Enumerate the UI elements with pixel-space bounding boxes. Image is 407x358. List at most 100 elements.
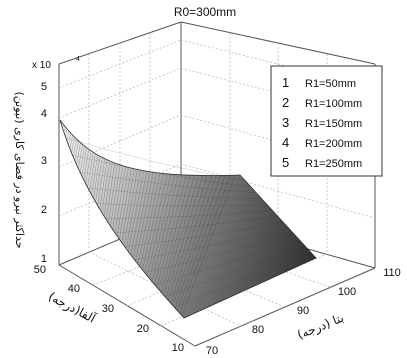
y-tick-label: 10 bbox=[172, 342, 184, 354]
y-tick-label: 30 bbox=[102, 303, 114, 315]
mesh-line bbox=[121, 168, 135, 243]
mesh-line bbox=[139, 173, 161, 268]
surface-shade bbox=[60, 120, 316, 318]
mesh-line bbox=[103, 161, 113, 217]
mesh-line bbox=[135, 172, 154, 262]
legend-entry: 4 R1=200mm bbox=[282, 135, 362, 150]
mesh-line bbox=[107, 163, 118, 223]
floor-front-left bbox=[58, 264, 196, 347]
mesh-line bbox=[112, 165, 124, 230]
mesh-line bbox=[132, 171, 151, 259]
mesh-line bbox=[71, 137, 75, 153]
x-tick-label: 110 bbox=[383, 267, 401, 279]
mesh-line bbox=[177, 175, 226, 311]
legend-entry: 2 R1=100mm bbox=[282, 95, 362, 110]
mesh-line bbox=[83, 149, 90, 181]
mesh-line bbox=[167, 175, 208, 301]
mesh-line bbox=[116, 167, 129, 237]
legend: 1 R1=50mm 2 R1=100mm 3 R1=150mm 4 R1=200… bbox=[270, 65, 383, 177]
legend-entry: 5 R1=250mm bbox=[282, 155, 362, 170]
mesh-line bbox=[97, 158, 106, 206]
legend-index: 3 bbox=[282, 115, 289, 130]
mesh-line bbox=[99, 159, 108, 210]
mesh-line bbox=[123, 169, 138, 246]
mesh-line bbox=[65, 137, 246, 182]
mesh-line bbox=[119, 168, 132, 240]
mesh-line bbox=[165, 175, 204, 298]
z-ticks: 1 2 3 4 5 bbox=[41, 81, 47, 265]
z-tick-label: 2 bbox=[41, 204, 47, 216]
mesh-line bbox=[110, 164, 121, 227]
mesh-line bbox=[89, 153, 96, 192]
x-ticks: 70 80 90 100 110 bbox=[206, 267, 401, 357]
legend-entry: 3 R1=150mm bbox=[282, 115, 362, 130]
mesh-line bbox=[85, 150, 92, 184]
mesh-line bbox=[72, 139, 77, 157]
mesh-line bbox=[170, 175, 212, 304]
mesh-line bbox=[96, 203, 268, 207]
mesh-line bbox=[68, 133, 72, 145]
mesh-line bbox=[179, 175, 231, 314]
mesh-line bbox=[74, 140, 79, 161]
mesh-line bbox=[63, 126, 66, 133]
floor-front-right bbox=[194, 267, 376, 347]
mesh-line bbox=[81, 147, 87, 177]
chart-title: R0=300mm bbox=[174, 5, 236, 19]
legend-index: 1 bbox=[282, 75, 289, 90]
legend-label: R1=250mm bbox=[305, 158, 362, 170]
mesh-line bbox=[95, 157, 103, 203]
mesh-line bbox=[69, 135, 73, 149]
legend-label: R1=100mm bbox=[305, 98, 362, 110]
mesh-line bbox=[72, 154, 251, 188]
grid-line bbox=[180, 39, 376, 89]
mesh-line bbox=[125, 170, 141, 249]
mesh-line bbox=[66, 131, 70, 141]
mesh-line bbox=[65, 129, 68, 137]
y-tick-label: 20 bbox=[137, 323, 149, 335]
surface-mesh bbox=[61, 122, 311, 316]
legend-entry: 1 R1=50mm bbox=[282, 75, 356, 90]
mesh-line bbox=[128, 170, 144, 253]
mesh-line bbox=[76, 142, 81, 165]
mesh-line bbox=[174, 251, 311, 308]
mesh-line bbox=[163, 175, 199, 296]
mesh-line bbox=[130, 171, 147, 256]
mesh-line bbox=[134, 228, 289, 261]
mesh-line bbox=[174, 175, 221, 309]
mesh-line bbox=[105, 162, 116, 220]
mesh-line bbox=[156, 174, 187, 288]
mesh-line bbox=[149, 174, 175, 279]
mesh-line bbox=[114, 166, 126, 233]
x-tick-label: 90 bbox=[297, 305, 309, 317]
x-tick-label: 70 bbox=[206, 345, 218, 357]
z-tick-label: 4 bbox=[41, 108, 47, 120]
mesh-line bbox=[154, 174, 183, 285]
mesh-line bbox=[87, 152, 94, 188]
mesh-line bbox=[158, 175, 191, 290]
legend-box bbox=[270, 65, 383, 177]
mesh-line bbox=[172, 175, 217, 306]
legend-label: R1=200mm bbox=[305, 138, 362, 150]
legend-index: 5 bbox=[282, 155, 289, 170]
z-tick-label: 1 bbox=[41, 253, 47, 265]
mesh-line bbox=[78, 144, 83, 169]
mesh-line bbox=[137, 172, 157, 265]
y-ticks: 50 40 30 20 10 bbox=[34, 264, 184, 354]
mesh-line bbox=[144, 173, 168, 274]
mesh-line bbox=[124, 222, 284, 247]
y-tick-label: 40 bbox=[68, 283, 80, 295]
x-tick-label: 80 bbox=[252, 324, 264, 336]
z-tick-label: 5 bbox=[41, 81, 47, 93]
mesh-line bbox=[114, 216, 279, 234]
exponent-label: x 10 bbox=[32, 60, 51, 71]
mesh-line bbox=[151, 174, 179, 282]
legend-index: 4 bbox=[282, 135, 289, 150]
y-tick-label: 50 bbox=[34, 264, 46, 276]
mesh-line bbox=[144, 234, 295, 273]
exponent-base: x 10 bbox=[32, 60, 51, 71]
mesh-line bbox=[62, 124, 64, 129]
z-tick-label: 3 bbox=[41, 155, 47, 167]
z-axis-label: حداکثر نیرو در فضای کاری (نیوتن) bbox=[13, 91, 26, 248]
mesh-line bbox=[87, 187, 262, 199]
mesh-line bbox=[79, 171, 257, 194]
